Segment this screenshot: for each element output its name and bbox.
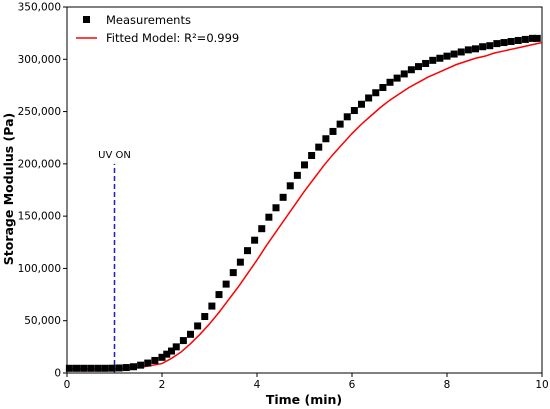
measurement-point: [208, 302, 216, 310]
measurement-point: [493, 40, 501, 48]
measurement-point: [450, 50, 458, 58]
y-tick-label: 0: [54, 368, 61, 380]
y-tick-label: 250,000: [18, 106, 61, 118]
measurement-point: [187, 330, 194, 338]
measurement-point: [201, 313, 209, 321]
legend-measurements-label: Measurements: [106, 13, 191, 27]
measurement-point: [144, 359, 152, 367]
measurement-point: [521, 35, 529, 43]
measurement-point: [422, 59, 430, 67]
measurement-point: [486, 42, 494, 50]
measurement-point: [229, 269, 237, 277]
x-tick-label: 4: [254, 379, 261, 391]
measurement-point: [308, 151, 316, 159]
measurement-point: [464, 46, 472, 54]
measurement-point: [272, 204, 280, 212]
measurement-point: [215, 291, 223, 299]
measurement-point: [500, 39, 508, 47]
measurement-point: [415, 63, 422, 71]
measurement-point: [94, 364, 102, 372]
legend: Measurements Fitted Model: R²=0.999: [76, 13, 239, 45]
measurement-point: [101, 364, 109, 372]
plot-frame: [66, 6, 543, 374]
measurement-point: [443, 52, 451, 60]
measurement-point: [386, 78, 394, 86]
measurement-point: [137, 361, 145, 369]
measurement-point: [163, 350, 171, 358]
measurement-point: [479, 43, 487, 51]
measurement-point: [329, 127, 337, 135]
measurement-point: [400, 70, 408, 78]
fitted-model-line: [67, 41, 543, 370]
x-axis-title: Time (min): [266, 392, 342, 407]
legend-fitted-model-label: Fitted Model: R²=0.999: [106, 31, 239, 45]
y-tick-label: 200,000: [18, 158, 61, 170]
measurement-point: [222, 280, 230, 288]
measurement-point: [507, 38, 515, 46]
measurement-point: [336, 120, 344, 128]
legend-measurements-marker: [83, 16, 90, 23]
measurement-point: [168, 347, 175, 355]
measurement-point: [108, 364, 116, 372]
measurement-point: [244, 247, 251, 255]
x-tick-label: 8: [444, 379, 451, 391]
measurement-point: [322, 135, 330, 143]
measurement-point: [115, 364, 123, 372]
measurement-point: [279, 193, 287, 201]
y-axis-title: Storage Modulus (Pa): [1, 113, 16, 265]
y-tick-label: 300,000: [18, 54, 61, 66]
measurement-point: [293, 171, 301, 179]
measurement-point: [265, 213, 273, 221]
measurement-point: [151, 356, 159, 364]
measurement-point: [172, 343, 180, 351]
measurement-point: [122, 364, 130, 372]
measurement-point: [236, 258, 244, 266]
measurement-point: [358, 100, 365, 108]
measurement-point: [472, 45, 479, 53]
axes: 0 2 4 6 8 10 0 50,000 100,000 150,000 200,000 250,0…: [18, 2, 549, 392]
measurement-point: [315, 143, 323, 151]
measurement-point: [343, 113, 351, 121]
measurement-point: [80, 364, 88, 372]
plot-series: [65, 34, 543, 372]
measurement-point: [429, 56, 437, 64]
uv-on-label: UV ON: [98, 150, 131, 161]
x-tick-label: 6: [349, 379, 356, 391]
measurement-point: [514, 36, 522, 44]
measurement-point: [372, 89, 380, 97]
measurement-point: [179, 337, 187, 345]
x-tick-label: 0: [64, 379, 71, 391]
measurement-point: [457, 48, 465, 56]
y-tick-label: 350,000: [18, 2, 61, 14]
measurement-point: [286, 182, 294, 190]
measurement-point: [407, 66, 415, 74]
measurement-point: [130, 363, 137, 371]
measurement-point: [529, 34, 536, 42]
measurement-point: [87, 364, 95, 372]
measurement-point: [533, 34, 541, 42]
measurement-point: [350, 107, 358, 115]
measurement-point: [158, 353, 166, 361]
y-tick-label: 150,000: [18, 211, 61, 223]
measurement-point: [393, 74, 401, 82]
measurement-point: [301, 161, 308, 169]
measurement-point: [65, 364, 73, 372]
x-tick-label: 2: [159, 379, 166, 391]
measurement-point: [436, 54, 444, 62]
measurement-point: [258, 225, 266, 233]
x-tick-label: 10: [535, 379, 548, 391]
measurement-point: [73, 364, 80, 372]
measurement-point: [365, 94, 373, 102]
y-tick-label: 50,000: [24, 315, 61, 327]
measurement-point: [379, 84, 387, 92]
measurement-point: [251, 236, 259, 244]
y-tick-label: 100,000: [18, 263, 61, 275]
annotations: UV ON: [98, 150, 131, 373]
measurement-point: [194, 322, 202, 330]
